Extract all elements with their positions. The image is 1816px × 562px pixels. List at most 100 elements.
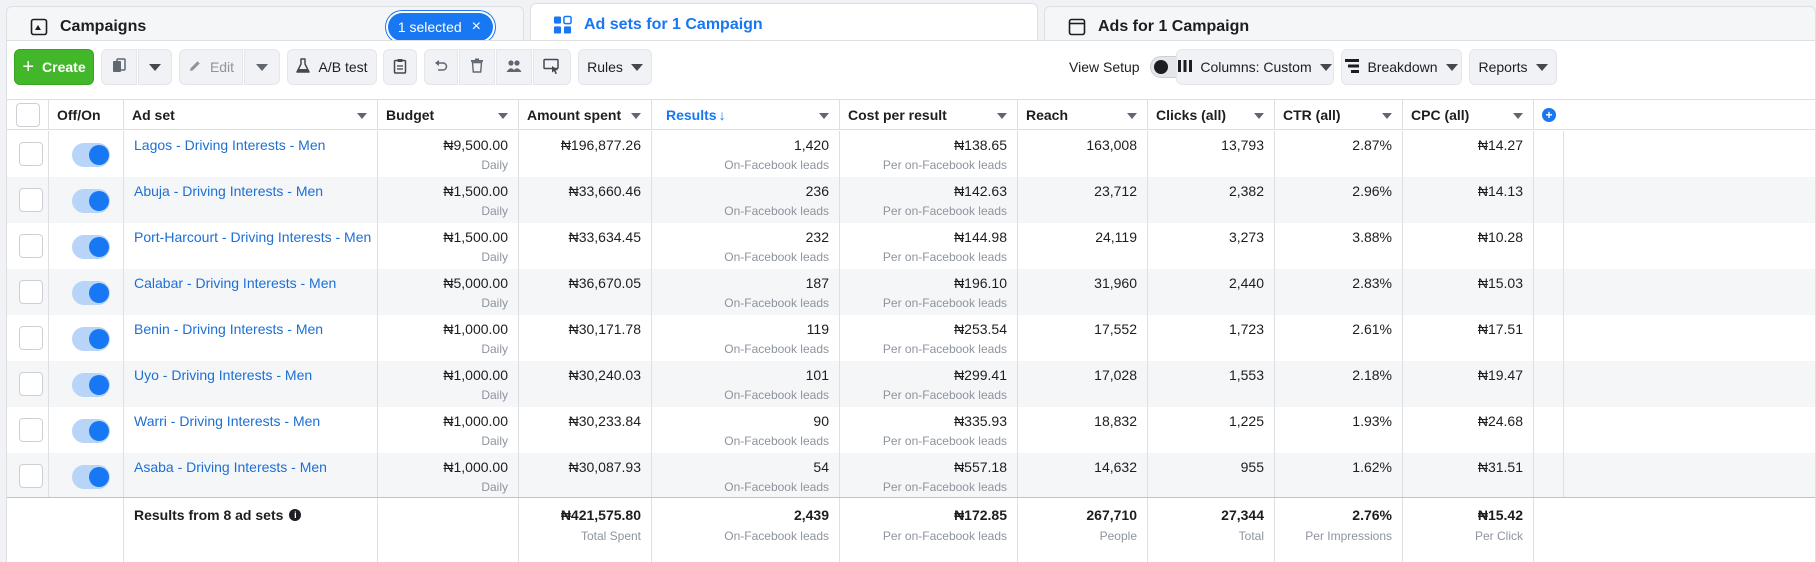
budget-type: Daily (481, 250, 508, 264)
header-reach[interactable]: Reach (1018, 100, 1148, 130)
totals-clicks-sub: Total (1238, 529, 1264, 543)
row-checkbox[interactable] (19, 142, 43, 166)
cpr-type: Per on-Facebook leads (882, 388, 1007, 402)
duplicate-button[interactable] (101, 49, 137, 85)
ab-test-button[interactable]: A/B test (287, 49, 377, 85)
budget-cell[interactable]: ₦1,500.00 Daily (378, 177, 519, 223)
row-spacer-cell (1534, 361, 1564, 407)
budget-cell[interactable]: ₦1,000.00 Daily (378, 407, 519, 453)
select-all-checkbox[interactable] (16, 103, 40, 127)
row-checkbox[interactable] (19, 464, 43, 488)
tab-ads[interactable]: Ads for 1 Campaign (1044, 6, 1816, 46)
selected-badge[interactable]: 1 selected × (387, 13, 493, 41)
adsets-panel: + Create Edit A/B test (6, 40, 1816, 562)
flask-icon (296, 57, 311, 77)
table-row[interactable]: Abuja - Driving Interests - Men ₦1,500.00… (7, 177, 1815, 223)
columns-button[interactable]: Columns: Custom (1176, 49, 1334, 85)
create-button[interactable]: + Create (14, 49, 94, 85)
adset-toggle[interactable] (72, 189, 110, 213)
table-row[interactable]: Uyo - Driving Interests - Men ₦1,000.00 Da… (7, 361, 1815, 407)
header-ad-set[interactable]: Ad set (124, 100, 378, 130)
reach-cell: 23,712 (1018, 177, 1148, 223)
adset-name-link[interactable]: Asaba - Driving Interests - Men (134, 459, 327, 475)
table-row[interactable]: Asaba - Driving Interests - Men ₦1,000.00… (7, 453, 1815, 499)
rules-button[interactable]: Rules (578, 49, 652, 85)
adset-name-link[interactable]: Calabar - Driving Interests - Men (134, 275, 337, 291)
header-clicks[interactable]: Clicks (all) (1148, 100, 1275, 130)
row-checkbox[interactable] (19, 372, 43, 396)
budget-cell[interactable]: ₦1,000.00 Daily (378, 315, 519, 361)
adset-name-link[interactable]: Uyo - Driving Interests - Men (134, 367, 313, 383)
reports-button[interactable]: Reports (1469, 49, 1557, 85)
totals-spent: ₦421,575.80 Total Spent (519, 498, 652, 562)
budget-cell[interactable]: ₦1,000.00 Daily (378, 361, 519, 407)
adset-toggle[interactable] (72, 419, 110, 443)
header-cpr-label: Cost per result (848, 107, 947, 123)
header-ctr[interactable]: CTR (all) (1275, 100, 1403, 130)
budget-cell[interactable]: ₦5,000.00 Daily (378, 269, 519, 315)
add-column-button[interactable]: + (1534, 100, 1564, 130)
info-icon[interactable]: i (289, 509, 302, 521)
adset-name-cell: Warri - Driving Interests - Men (124, 407, 378, 453)
delete-button[interactable] (459, 49, 495, 85)
reach-value: 163,008 (1086, 137, 1137, 153)
cpc-cell: ₦31.51 (1403, 453, 1534, 499)
row-checkbox[interactable] (19, 188, 43, 212)
header-amount-spent[interactable]: Amount spent (519, 100, 652, 130)
sort-caret-icon (357, 113, 367, 119)
ctr-value: 2.96% (1352, 183, 1392, 199)
table-row[interactable]: Port-Harcourt - Driving Interests - Men ₦… (7, 223, 1815, 269)
duplicate-dropdown[interactable] (138, 49, 172, 85)
tab-campaigns[interactable]: Campaigns 1 selected × (6, 6, 524, 46)
adset-toggle[interactable] (72, 465, 110, 489)
header-cost-per-result[interactable]: Cost per result (840, 100, 1018, 130)
adset-toggle[interactable] (72, 373, 110, 397)
adset-name-link[interactable]: Lagos - Driving Interests - Men (134, 137, 326, 153)
table-row[interactable]: Benin - Driving Interests - Men ₦1,000.00… (7, 315, 1815, 361)
row-checkbox[interactable] (19, 418, 43, 442)
row-select-cell (7, 269, 49, 315)
header-budget[interactable]: Budget (378, 100, 519, 130)
budget-cell[interactable]: ₦1,500.00 Daily (378, 223, 519, 269)
results-type: On-Facebook leads (724, 204, 829, 218)
adset-name-link[interactable]: Benin - Driving Interests - Men (134, 321, 324, 337)
reach-cell: 163,008 (1018, 131, 1148, 177)
budget-cell[interactable]: ₦9,500.00 Daily (378, 131, 519, 177)
cpr-cell: ₦299.41 Per on-Facebook leads (840, 361, 1018, 407)
tab-adsets[interactable]: Ad sets for 1 Campaign (530, 3, 1038, 46)
table-row[interactable]: Lagos - Driving Interests - Men ₦9,500.00… (7, 131, 1815, 177)
adset-toggle[interactable] (72, 327, 110, 351)
budget-cell[interactable]: ₦1,000.00 Daily (378, 453, 519, 499)
row-checkbox[interactable] (19, 234, 43, 258)
row-checkbox[interactable] (19, 326, 43, 350)
clipboard-button[interactable] (383, 49, 417, 85)
edit-dropdown[interactable] (244, 49, 280, 85)
adset-toggle[interactable] (72, 143, 110, 167)
adset-name-link[interactable]: Abuja - Driving Interests - Men (134, 183, 324, 199)
people-icon (506, 59, 522, 76)
adset-name-link[interactable]: Warri - Driving Interests - Men (134, 413, 321, 429)
ctr-value: 2.87% (1352, 137, 1392, 153)
adset-name-link[interactable]: Port-Harcourt - Driving Interests - Men (134, 229, 372, 245)
table-row[interactable]: Warri - Driving Interests - Men ₦1,000.00… (7, 407, 1815, 453)
header-cpc[interactable]: CPC (all) (1403, 100, 1534, 130)
header-select-all[interactable] (7, 100, 49, 130)
row-checkbox[interactable] (19, 280, 43, 304)
row-spacer-cell (1534, 407, 1564, 453)
adset-toggle[interactable] (72, 235, 110, 259)
cpr-value: ₦142.63 (954, 183, 1007, 199)
close-icon[interactable]: × (471, 18, 481, 35)
ctr-value: 2.18% (1352, 367, 1392, 383)
undo-button[interactable] (424, 49, 458, 85)
preview-button[interactable] (533, 49, 571, 85)
row-toggle-cell (49, 407, 124, 453)
breakdown-button[interactable]: Breakdown (1341, 49, 1462, 85)
adset-name-cell: Asaba - Driving Interests - Men (124, 453, 378, 499)
clicks-value: 2,382 (1228, 183, 1264, 199)
audience-button[interactable] (496, 49, 532, 85)
view-setup[interactable]: View Setup (1069, 49, 1188, 85)
edit-button[interactable]: Edit (179, 49, 243, 85)
header-results[interactable]: Results ↓ (652, 100, 840, 130)
table-row[interactable]: Calabar - Driving Interests - Men ₦5,000.… (7, 269, 1815, 315)
adset-toggle[interactable] (72, 281, 110, 305)
